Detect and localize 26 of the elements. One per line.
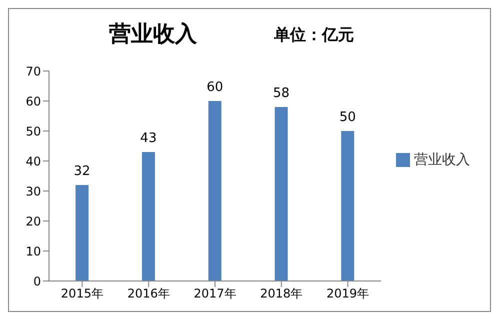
- x-tick-label: 2016年: [127, 286, 170, 301]
- y-tick-label: 50: [26, 124, 41, 138]
- data-label: 60: [206, 80, 224, 95]
- y-tick-label: 20: [26, 214, 41, 228]
- x-tick-label: 2015年: [60, 286, 104, 301]
- bar: [142, 152, 155, 281]
- y-tick-label: 30: [26, 184, 41, 198]
- y-tick-label: 10: [26, 244, 41, 258]
- x-tick-label: 2017年: [194, 286, 236, 301]
- x-tick-label: 2018年: [260, 286, 303, 301]
- bar: [76, 185, 89, 281]
- y-tick-label: 40: [26, 154, 41, 168]
- y-tick-label: 70: [26, 64, 41, 78]
- x-tick-label: 2019年: [326, 286, 370, 301]
- bar: [274, 107, 288, 281]
- bar: [208, 101, 222, 281]
- chart-subtitle: 单位：亿元: [274, 25, 354, 46]
- data-label: 43: [140, 131, 157, 146]
- chart-title: 营业收入: [109, 20, 197, 49]
- data-label: 32: [74, 164, 90, 179]
- data-label: 50: [339, 110, 356, 125]
- y-tick-label: 0: [33, 274, 41, 288]
- bar: [341, 131, 354, 281]
- data-label: 58: [272, 86, 290, 101]
- legend-label: 营业收入: [414, 152, 470, 168]
- y-tick-label: 60: [26, 94, 41, 108]
